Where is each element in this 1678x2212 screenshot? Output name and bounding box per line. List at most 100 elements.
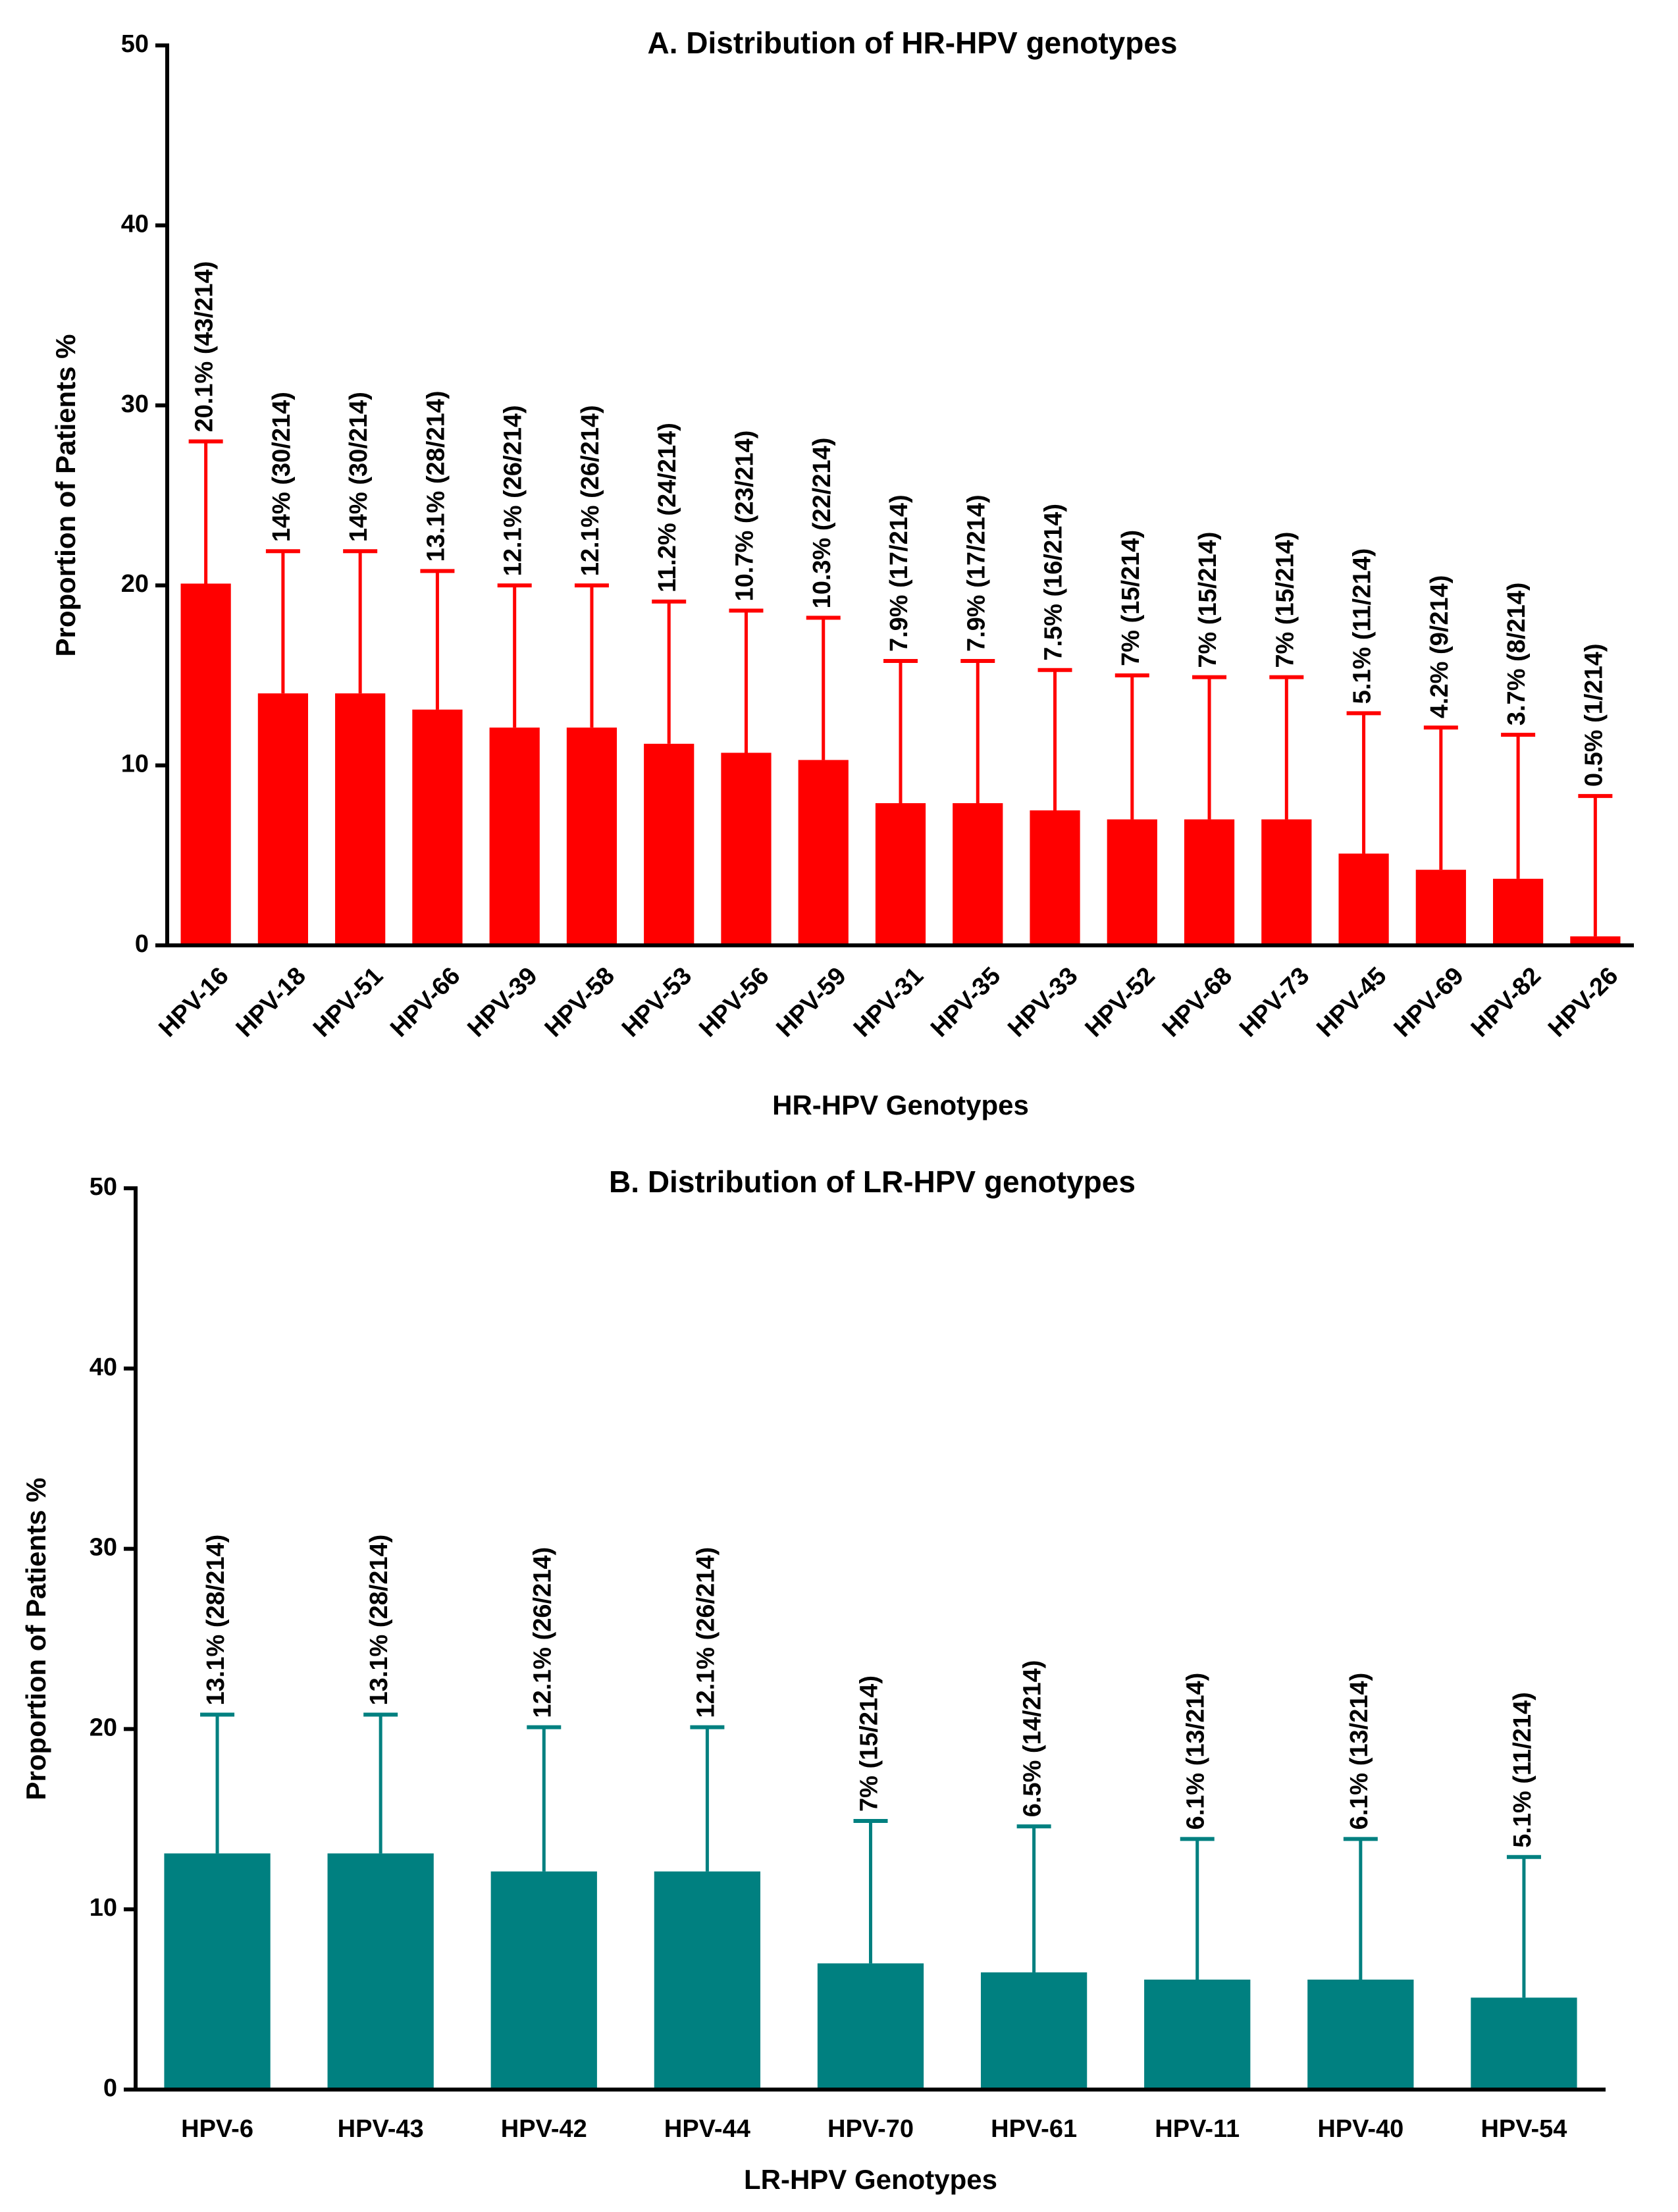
y-axis-label: Proportion of Patients % <box>20 1477 51 1800</box>
bar <box>412 709 463 945</box>
x-tick-label: HPV-51 <box>308 962 388 1042</box>
data-label: 14% (30/214) <box>345 392 373 542</box>
data-label: 10.7% (23/214) <box>731 431 759 602</box>
bar <box>721 752 772 945</box>
x-tick-label: HPV-53 <box>617 962 697 1042</box>
bar <box>1107 819 1157 945</box>
data-label: 7% (15/214) <box>856 1675 883 1812</box>
y-tick-label: 0 <box>103 2074 117 2102</box>
y-tick-label: 30 <box>121 390 149 418</box>
y-tick-label: 20 <box>90 1714 117 1741</box>
bar <box>566 727 617 945</box>
bar <box>1492 878 1544 945</box>
bar <box>257 693 309 945</box>
x-tick-label: HPV-69 <box>1389 962 1469 1042</box>
bar <box>1570 936 1621 945</box>
x-tick-label: HPV-39 <box>462 962 542 1042</box>
bar <box>1144 1979 1251 2090</box>
bar <box>1261 819 1312 945</box>
data-label: 12.1% (26/214) <box>529 1547 556 1718</box>
bar <box>980 1972 1088 2090</box>
data-label: 4.2% (9/214) <box>1426 575 1454 719</box>
y-tick-label: 50 <box>90 1173 117 1201</box>
bar <box>1415 870 1466 945</box>
y-tick-label: 20 <box>121 570 149 598</box>
bar <box>327 1853 434 2090</box>
x-axis-label: HR-HPV Genotypes <box>772 1090 1029 1120</box>
bar <box>654 1871 761 2090</box>
data-label: 12.1% (26/214) <box>692 1547 720 1718</box>
x-tick-label: HPV-56 <box>694 962 774 1042</box>
data-label: 7.9% (17/214) <box>885 494 913 652</box>
x-tick-label: HPV-42 <box>501 2115 587 2143</box>
x-tick-label: HPV-54 <box>1481 2115 1567 2143</box>
bar <box>798 760 849 945</box>
data-label: 12.1% (26/214) <box>577 405 604 576</box>
bar <box>875 803 926 945</box>
bar <box>164 1853 271 2090</box>
y-tick-label: 40 <box>121 210 149 238</box>
data-label: 7.9% (17/214) <box>962 494 990 652</box>
bar <box>1307 1979 1414 2090</box>
x-tick-label: HPV-16 <box>153 962 234 1042</box>
data-label: 13.1% (28/214) <box>202 1535 230 1706</box>
x-tick-label: HPV-66 <box>385 962 465 1042</box>
data-label: 3.7% (8/214) <box>1503 583 1531 726</box>
x-tick-label: HPV-73 <box>1234 962 1315 1042</box>
x-tick-label: HPV-18 <box>231 962 311 1042</box>
data-label: 6.1% (13/214) <box>1182 1673 1210 1830</box>
data-label: 6.1% (13/214) <box>1346 1673 1373 1830</box>
x-tick-label: HPV-58 <box>540 962 620 1042</box>
data-label: 7% (15/214) <box>1271 532 1299 668</box>
x-axis-label: LR-HPV Genotypes <box>744 2164 997 2195</box>
data-label: 11.2% (24/214) <box>654 423 681 592</box>
x-tick-label: HPV-6 <box>181 2115 253 2143</box>
x-tick-label: HPV-43 <box>338 2115 424 2143</box>
bar <box>1471 1997 1577 2090</box>
x-tick-label: HPV-11 <box>1155 2115 1240 2143</box>
chart-title: A. Distribution of HR-HPV genotypes <box>648 26 1178 60</box>
x-tick-label: HPV-44 <box>664 2115 750 2143</box>
chart-title: B. Distribution of LR-HPV genotypes <box>609 1165 1136 1199</box>
data-label: 13.1% (28/214) <box>365 1535 393 1706</box>
y-tick-label: 0 <box>135 930 149 958</box>
y-tick-label: 50 <box>121 30 149 58</box>
bar <box>817 1963 924 2090</box>
data-label: 12.1% (26/214) <box>500 405 527 576</box>
y-tick-label: 40 <box>90 1354 117 1381</box>
x-tick-label: HPV-68 <box>1157 962 1238 1042</box>
x-tick-label: HPV-59 <box>771 962 851 1042</box>
bar <box>180 583 231 945</box>
x-tick-label: HPV-33 <box>1003 962 1083 1042</box>
bar <box>1184 819 1235 945</box>
data-label: 14% (30/214) <box>268 392 296 542</box>
x-tick-label: HPV-26 <box>1543 962 1623 1042</box>
y-axis-label: Proportion of Patients % <box>50 334 81 656</box>
bar <box>644 743 695 945</box>
y-tick-label: 10 <box>121 750 149 778</box>
data-label: 7.5% (16/214) <box>1040 504 1068 661</box>
x-tick-label: HPV-31 <box>849 962 929 1042</box>
x-tick-label: HPV-45 <box>1311 962 1392 1042</box>
bar <box>489 727 540 945</box>
data-label: 6.5% (14/214) <box>1019 1660 1047 1818</box>
data-label: 5.1% (11/214) <box>1509 1692 1536 1848</box>
data-label: 20.1% (43/214) <box>191 261 219 433</box>
data-label: 10.3% (22/214) <box>808 438 836 609</box>
bar <box>1030 810 1080 945</box>
x-tick-label: HPV-61 <box>991 2115 1077 2143</box>
x-tick-label: HPV-52 <box>1080 962 1161 1042</box>
x-tick-label: HPV-40 <box>1317 2115 1403 2143</box>
y-tick-label: 10 <box>90 1894 117 1922</box>
data-label: 0.5% (1/214) <box>1580 643 1608 787</box>
x-tick-label: HPV-82 <box>1466 962 1546 1042</box>
x-tick-label: HPV-35 <box>926 962 1006 1042</box>
data-label: 7% (15/214) <box>1117 530 1145 666</box>
data-label: 5.1% (11/214) <box>1349 548 1376 704</box>
y-tick-label: 30 <box>90 1534 117 1562</box>
data-label: 7% (15/214) <box>1194 532 1222 668</box>
bar <box>335 693 386 945</box>
x-tick-label: HPV-70 <box>827 2115 914 2143</box>
